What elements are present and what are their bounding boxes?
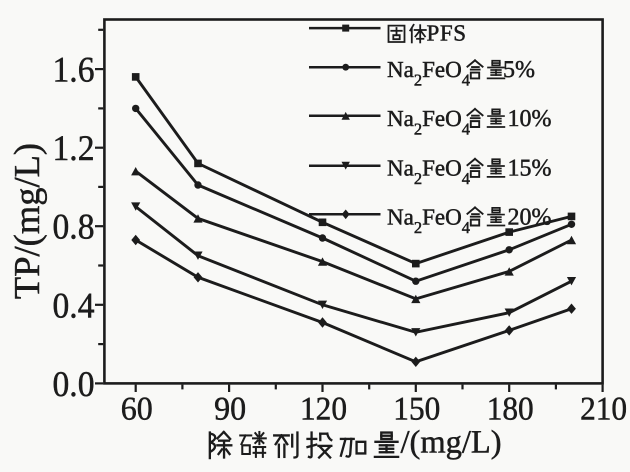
svg-text:PFS: PFS: [427, 20, 467, 45]
svg-text:210: 210: [580, 392, 627, 428]
svg-text:20%: 20%: [508, 204, 552, 230]
svg-text:Na2FeO4: Na2FeO4: [387, 106, 470, 139]
svg-text:1.6: 1.6: [53, 50, 95, 90]
svg-text:15%: 15%: [508, 156, 552, 182]
svg-text:0.8: 0.8: [53, 207, 95, 247]
svg-text:0.0: 0.0: [53, 364, 95, 404]
svg-text:120: 120: [300, 392, 347, 428]
svg-text:150: 150: [393, 392, 440, 428]
svg-text:TP/(mg/L): TP/(mg/L): [6, 143, 47, 299]
svg-text:180: 180: [487, 392, 534, 428]
svg-text:1.2: 1.2: [53, 128, 95, 168]
svg-text:10%: 10%: [508, 106, 552, 132]
svg-text:60: 60: [121, 392, 153, 428]
svg-text:/(mg/L): /(mg/L): [401, 425, 502, 461]
svg-text:0.4: 0.4: [53, 285, 95, 325]
svg-text:90: 90: [214, 392, 246, 428]
svg-text:5%: 5%: [503, 57, 535, 83]
